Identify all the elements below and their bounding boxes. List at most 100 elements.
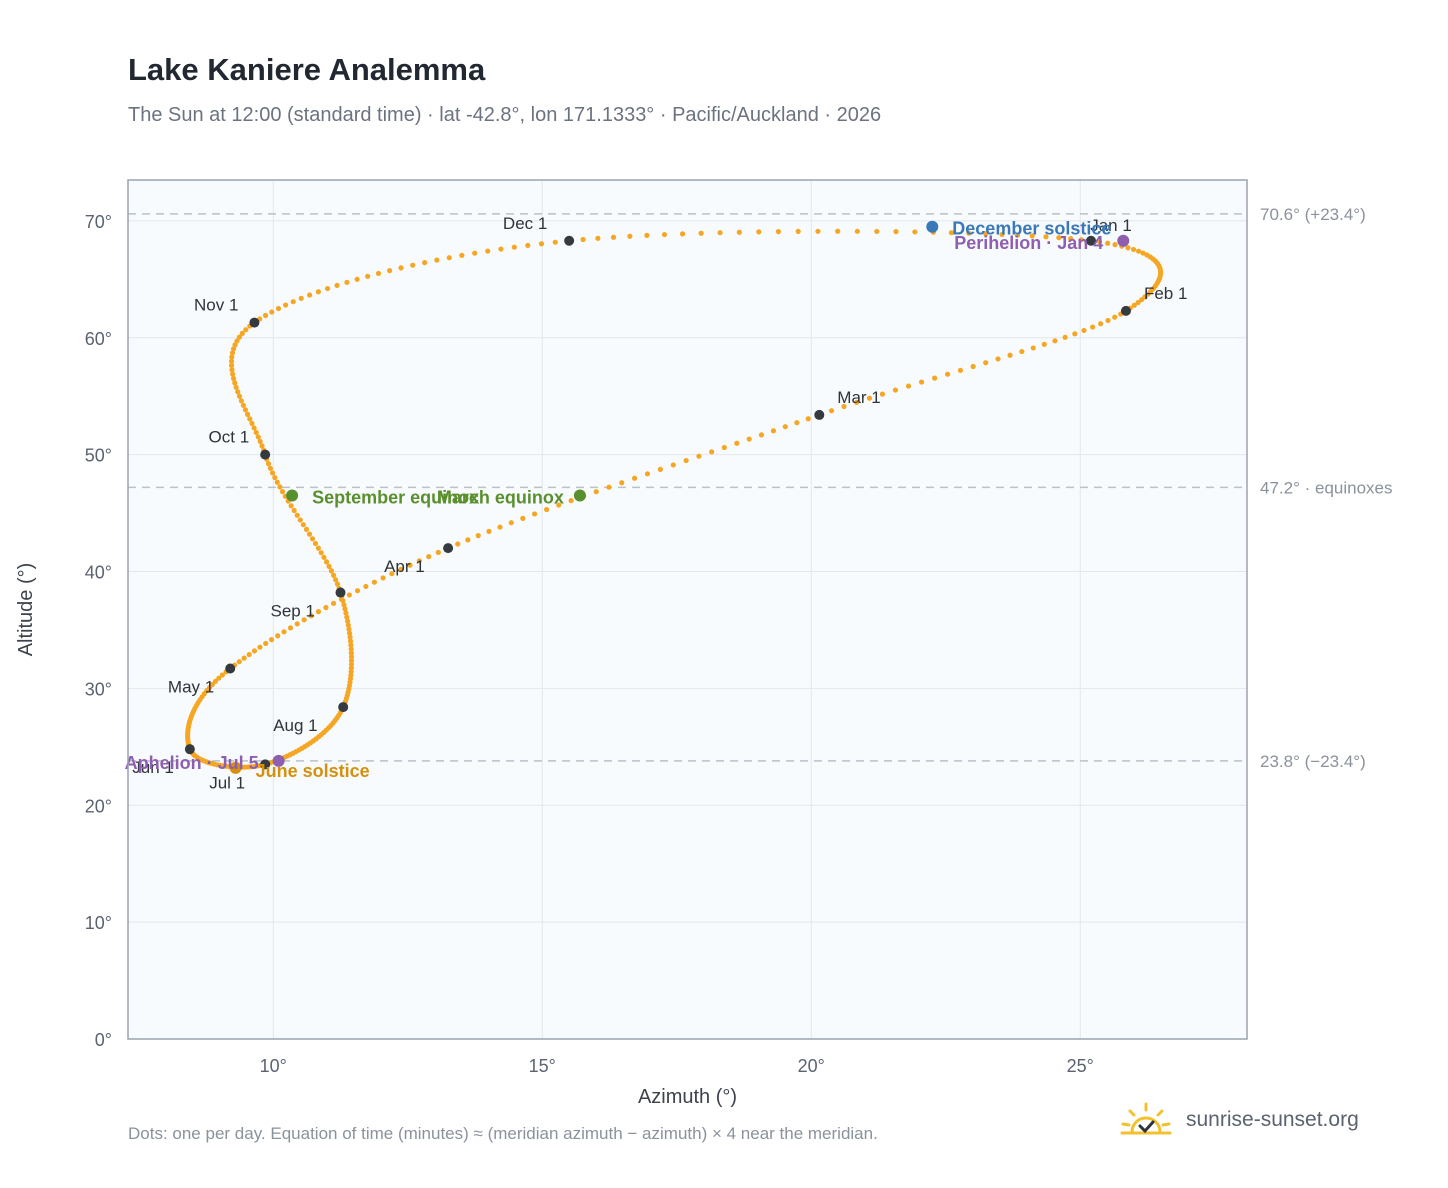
day-dot (511, 244, 517, 250)
month-label: Aug 1 (273, 716, 317, 735)
day-dot (298, 295, 304, 301)
event-label: March equinox (437, 488, 564, 508)
month-label: Nov 1 (194, 296, 238, 315)
y-tick-label: 50° (85, 446, 112, 466)
month-marker (1085, 235, 1096, 246)
day-dot (290, 299, 296, 305)
day-dot (330, 600, 337, 606)
day-dot (375, 270, 382, 277)
day-dot (242, 407, 249, 413)
day-dot (948, 230, 954, 236)
reference-line-label: 23.8° (−23.4°) (1260, 752, 1366, 771)
day-dot (228, 358, 235, 364)
day-dot (346, 626, 352, 632)
day-dot (1019, 348, 1025, 355)
day-dot (346, 592, 352, 598)
day-dot (568, 498, 574, 504)
day-dot (275, 633, 281, 639)
day-dot (272, 474, 278, 481)
x-axis-title: Azimuth (°) (638, 1086, 737, 1108)
sun-logo-icon (1120, 1102, 1172, 1135)
day-dot (1097, 239, 1103, 245)
day-dot (999, 231, 1005, 238)
event-marker (1117, 234, 1130, 247)
day-dot (246, 651, 252, 658)
day-dot (230, 371, 236, 377)
day-dot (619, 480, 625, 486)
day-dot (944, 371, 951, 377)
y-tick-label: 70° (85, 212, 112, 232)
day-dot (1098, 321, 1104, 327)
day-dot (736, 229, 742, 235)
event-label: June solstice (256, 761, 370, 781)
day-dot (983, 231, 989, 237)
day-dot (426, 554, 432, 560)
day-dot (347, 634, 353, 640)
day-dot (918, 379, 925, 385)
day-dot (756, 229, 762, 235)
day-dot (610, 234, 617, 240)
month-label: May 1 (168, 678, 214, 697)
day-dot (303, 526, 310, 533)
day-dot (389, 571, 395, 577)
day-dot (957, 367, 964, 373)
day-dot (1112, 242, 1118, 248)
day-dot (306, 531, 313, 537)
day-dot (267, 465, 274, 471)
day-dot (348, 665, 354, 671)
plot-area (128, 180, 1247, 1039)
month-marker (260, 759, 271, 770)
day-dot (315, 289, 321, 295)
event-marker (926, 220, 939, 233)
day-dot (291, 507, 297, 514)
day-dot (1112, 314, 1118, 320)
day-dot (552, 239, 558, 245)
day-dot (1072, 331, 1078, 337)
day-dot (243, 327, 249, 333)
day-dot (255, 434, 261, 440)
day-dot (1029, 233, 1035, 239)
day-dot (1105, 317, 1111, 324)
day-dot (892, 387, 899, 393)
day-dot (236, 393, 243, 399)
x-tick-label: 10° (260, 1056, 287, 1076)
day-dot (333, 577, 339, 583)
month-marker (564, 235, 575, 246)
day-dot (1135, 299, 1141, 306)
day-dot (344, 279, 350, 285)
month-marker (1120, 305, 1131, 316)
y-tick-label: 30° (85, 679, 112, 699)
day-dot (334, 581, 341, 587)
day-dot (683, 457, 689, 464)
day-dot (893, 229, 899, 235)
axis-ticks: 10° 15° 20° 25° 0° 10° 20° 30° 40° 50° 60° 70° (85, 212, 1094, 1076)
day-dot (334, 282, 340, 289)
x-tick-label: 20° (798, 1056, 825, 1076)
day-dot (251, 425, 257, 431)
day-dot (240, 402, 246, 408)
day-dot (446, 255, 452, 261)
footnote: Dots: one per day. Equation of time (min… (128, 1124, 878, 1143)
month-marker (443, 543, 454, 554)
day-dot (854, 399, 860, 405)
day-dot (905, 383, 912, 389)
day-dot (326, 563, 332, 569)
month-label: Sep 1 (271, 602, 315, 621)
day-dot (696, 453, 702, 459)
day-dot (1140, 250, 1146, 256)
day-dot (879, 391, 886, 397)
day-dot (815, 228, 821, 234)
day-dot (241, 655, 247, 661)
day-dot (543, 506, 550, 513)
day-dot (294, 621, 300, 627)
day-dot (345, 618, 351, 624)
day-dot (238, 398, 244, 404)
day-dot (297, 517, 303, 523)
day-dot (782, 424, 788, 430)
day-dot (268, 637, 275, 643)
day-dot (348, 657, 355, 664)
reference-line-label: 47.2° · equinoxes (1260, 478, 1393, 497)
day-dot (308, 613, 314, 619)
day-dot (345, 622, 351, 628)
day-dot (983, 360, 989, 366)
